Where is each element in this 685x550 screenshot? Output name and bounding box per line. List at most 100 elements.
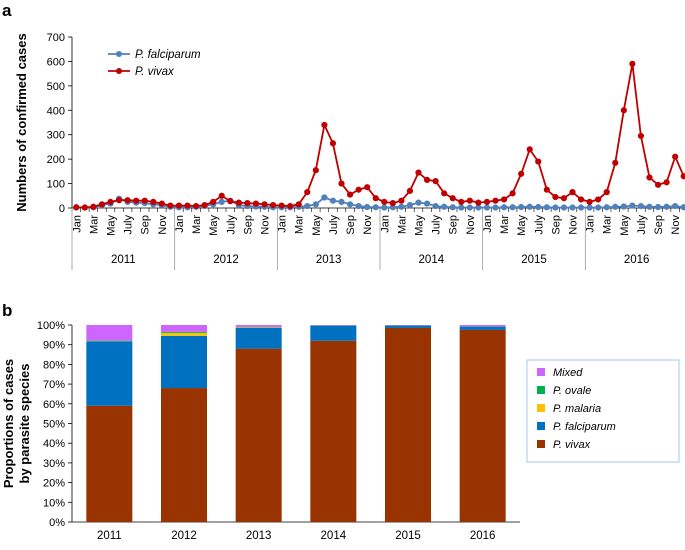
x-category-label: 2011 <box>97 530 122 542</box>
bar-segment <box>310 325 357 341</box>
data-point <box>483 198 491 205</box>
data-point <box>278 202 285 209</box>
x-month-label: July <box>328 215 340 235</box>
data-point <box>629 60 636 67</box>
data-point <box>560 195 568 202</box>
x-category-label: 2013 <box>246 530 272 542</box>
y-tick-label: 400 <box>47 105 65 117</box>
data-point <box>629 202 636 209</box>
data-point <box>312 201 319 208</box>
x-month-label: May <box>311 215 323 236</box>
x-month-label: May <box>414 215 426 236</box>
bar-segment <box>161 332 207 336</box>
x-month-label: Nov <box>362 215 374 235</box>
data-point <box>441 203 448 210</box>
x-month-label: Sep <box>242 215 254 235</box>
data-point <box>252 200 260 207</box>
x-month-label: Mar <box>396 215 408 234</box>
data-point <box>398 197 405 204</box>
data-point <box>646 203 653 210</box>
y-axis-title: Numbers of confirmed cases <box>14 33 29 211</box>
data-point <box>329 140 337 147</box>
legend-swatch <box>537 386 545 394</box>
data-point <box>321 194 328 201</box>
x-month-label: Jan <box>277 215 289 233</box>
data-point <box>449 195 456 202</box>
y-tick-label: 20% <box>43 478 65 490</box>
data-point <box>654 181 662 188</box>
data-point <box>346 191 354 198</box>
legend-swatch <box>537 440 545 448</box>
data-point <box>364 184 371 191</box>
bar-segment <box>86 341 133 406</box>
x-month-label: Nov <box>157 215 169 235</box>
data-point <box>552 193 559 201</box>
data-point <box>526 203 533 210</box>
data-point <box>90 203 97 210</box>
bar-segment <box>86 340 133 342</box>
data-point <box>663 179 670 186</box>
y-tick-label: 0% <box>49 517 65 529</box>
data-point <box>552 204 559 211</box>
data-point <box>73 204 80 211</box>
data-point <box>312 167 319 174</box>
x-month-label: Sep <box>448 215 460 235</box>
y-tick-label: 100 <box>47 179 65 191</box>
legend-label: P. vivax <box>135 66 175 78</box>
data-point <box>304 202 311 210</box>
data-point <box>535 158 542 165</box>
x-month-label: Mar <box>191 215 203 234</box>
y-tick-label: 90% <box>43 340 65 352</box>
data-point <box>612 159 619 166</box>
bar-segment <box>459 325 506 327</box>
y-tick-label: 100% <box>37 320 65 332</box>
data-point <box>175 202 183 209</box>
data-point <box>663 203 670 210</box>
x-month-label: Sep <box>140 215 152 235</box>
data-point <box>518 203 525 211</box>
y-tick-label: 70% <box>43 379 65 391</box>
data-point <box>133 197 140 204</box>
data-point <box>338 180 345 187</box>
data-point <box>381 204 388 211</box>
data-point <box>509 190 516 197</box>
data-point <box>603 204 610 211</box>
data-point <box>518 170 525 177</box>
y-tick-label: 50% <box>43 419 65 431</box>
data-point <box>210 198 217 205</box>
data-point <box>672 202 679 210</box>
data-point <box>389 200 396 207</box>
data-point <box>595 196 602 203</box>
data-point <box>483 204 491 211</box>
y-tick-label: 300 <box>47 130 65 142</box>
x-month-label: July <box>225 215 237 235</box>
y-axis-title-line1: Proportions of cases <box>1 359 16 488</box>
bar-segment <box>235 325 282 327</box>
data-point <box>287 202 294 210</box>
x-category-label: 2012 <box>171 530 197 542</box>
x-month-label: July <box>533 215 545 235</box>
x-month-label: Nov <box>670 215 682 235</box>
x-month-label: Mar <box>499 215 511 234</box>
data-point <box>167 202 174 209</box>
x-month-label: Jan <box>174 215 186 233</box>
data-point <box>321 121 328 129</box>
data-point <box>603 189 610 196</box>
data-point <box>586 198 593 205</box>
data-point <box>115 197 123 204</box>
x-category-label: 2016 <box>470 530 496 542</box>
data-point <box>227 198 234 205</box>
y-tick-label: 0 <box>59 203 65 215</box>
data-point <box>654 203 662 211</box>
bar-segment <box>385 325 431 328</box>
data-point <box>466 204 473 211</box>
data-point <box>158 200 165 207</box>
x-month-label: Mar <box>294 215 306 234</box>
data-point <box>415 199 422 206</box>
data-point <box>637 202 645 210</box>
data-point <box>612 203 619 210</box>
data-point <box>492 204 499 211</box>
data-point <box>535 203 542 211</box>
data-point <box>620 107 627 114</box>
data-point <box>526 146 533 153</box>
